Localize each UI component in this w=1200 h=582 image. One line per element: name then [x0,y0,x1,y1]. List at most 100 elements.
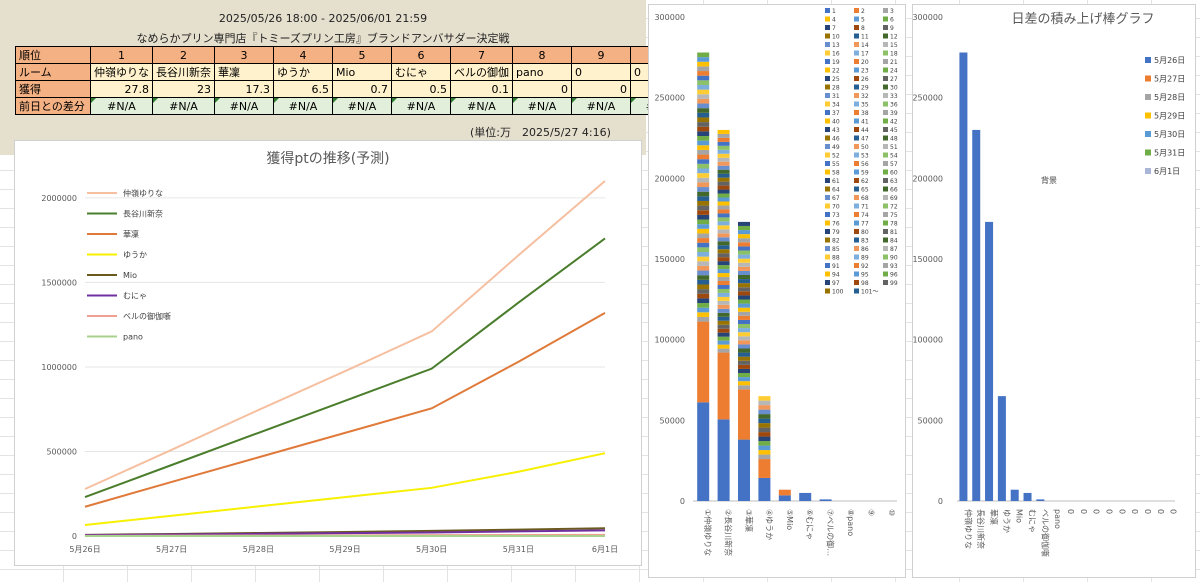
bar-segment [697,98,710,104]
daily-diff-panel[interactable]: 日差の積み上げ棒グラフ 0 50000 100000 150000 200000 25000… [912,4,1196,578]
legend-swatch [854,135,859,141]
rank-cell[interactable]: 1 [90,46,153,64]
legend-swatch [883,16,888,22]
bar-segment [697,238,710,243]
bar-segment [697,182,710,188]
rank-cell[interactable]: 8 [512,46,572,64]
diff-cell[interactable]: #N/A [90,97,153,115]
room-cell[interactable]: ベルの御伽 [450,63,513,81]
diff-cell[interactable]: #N/A [332,97,392,115]
room-cell[interactable]: Mio [332,63,392,81]
x-tick-label: 仲嶺ゆりな [963,509,973,549]
bar-segment [697,52,710,58]
points-cell[interactable]: 0 [512,80,572,98]
bar-segment [717,161,730,166]
bar-segment [738,266,750,271]
points-cell[interactable]: 0.7 [332,80,392,98]
bar-segment [717,308,730,313]
bar-segment [717,348,730,353]
x-tick-label: 5月26日 [69,545,100,554]
points-cell[interactable]: 0 [571,80,631,98]
legend-label: 84 [890,238,898,245]
bar-segment [738,373,750,378]
room-cell[interactable]: むにゃ [391,63,451,81]
bar-segment [758,436,771,442]
legend-label: 85 [832,246,840,253]
bar-segment [697,256,710,262]
diff-cell[interactable]: #N/A [450,97,513,115]
bar-segment [697,149,710,155]
rank-cell[interactable]: 4 [273,46,333,64]
rank-cell[interactable]: 6 [391,46,451,64]
legend-label: 65 [861,187,869,194]
bar-segment [717,193,730,198]
rank-cell[interactable]: 3 [214,46,274,64]
stacked-bar-panel[interactable]: 0 50000 100000 150000 200000 250000 300000 ①仲嶺ゆ… [648,4,906,578]
points-cell[interactable]: 6.5 [273,80,333,98]
rank-cell[interactable]: 7 [450,46,513,64]
line-chart-panel[interactable]: 獲得ptの推移(予測) 0 500000 1000000 1500000 2000000 5… [14,140,642,566]
legend-label: 44 [861,127,869,134]
bar-segment [738,381,750,386]
points-cell[interactable]: 27.8 [90,80,153,98]
bar-segment [717,312,730,317]
legend-swatch [825,76,830,81]
legend-swatch [883,186,888,192]
diff-cell[interactable]: #N/A [273,97,333,115]
diff-cell[interactable]: #N/A [152,97,215,115]
bar-segment [697,214,710,220]
bar-segment [697,187,710,192]
legend-swatch [854,220,859,226]
diff-cell[interactable]: #N/A [214,97,274,115]
legend-label: 49 [832,144,840,151]
room-cell[interactable]: 長谷川新奈 [152,63,215,81]
legend-swatch [883,229,888,234]
bar-segment [697,402,710,501]
room-cell[interactable]: pano [512,63,572,81]
rank-cell[interactable]: 2 [152,46,215,64]
points-cell[interactable]: 17.3 [214,80,274,98]
x-tick-label: pano [1053,509,1062,529]
bar-segment [717,281,730,285]
room-cell[interactable]: 華凜 [214,63,274,81]
legend-label: 81 [890,229,898,236]
legend-label: 5月31日 [1154,149,1185,158]
bar-segment [738,377,750,382]
legend-label: 76 [832,221,840,228]
diff-cell[interactable]: #N/A [512,97,572,115]
legend-label: 58 [832,170,840,177]
legend-swatch [825,67,830,73]
bar-segment [738,352,750,357]
points-cell[interactable]: 0.1 [450,80,513,98]
bar-segment [697,89,710,95]
room-cell[interactable]: 仲嶺ゆりな [90,63,153,81]
points-cell[interactable]: 23 [152,80,215,98]
legend-label: 50 [861,144,869,151]
bar-segment [717,237,730,242]
legend-label: 98 [861,280,869,287]
diff-cell[interactable]: #N/A [571,97,631,115]
legend-swatch [825,237,830,243]
rank-cell[interactable]: 5 [332,46,392,64]
bar-segment [758,459,771,478]
room-cell[interactable]: 0 [571,63,631,81]
legend-label: 16 [832,51,840,58]
room-cell[interactable]: ゆうか [273,63,333,81]
bar-segment [738,238,750,243]
legend-swatch [854,110,859,115]
bar-segment [717,209,730,214]
bar-segment [697,224,710,229]
bar-segment [738,287,750,292]
rank-cell[interactable]: 9 [571,46,631,64]
bar-segment [738,311,750,316]
bar-segment [697,112,710,118]
bar-segment [717,253,730,258]
y-tick-label: 1500000 [41,278,77,287]
legend-swatch [825,144,830,149]
points-cell[interactable]: 0.5 [391,80,451,98]
bar-segment [697,122,710,127]
legend-label: 47 [861,136,869,143]
bar-segment [738,332,750,337]
bar-segment [697,57,710,62]
diff-cell[interactable]: #N/A [391,97,451,115]
